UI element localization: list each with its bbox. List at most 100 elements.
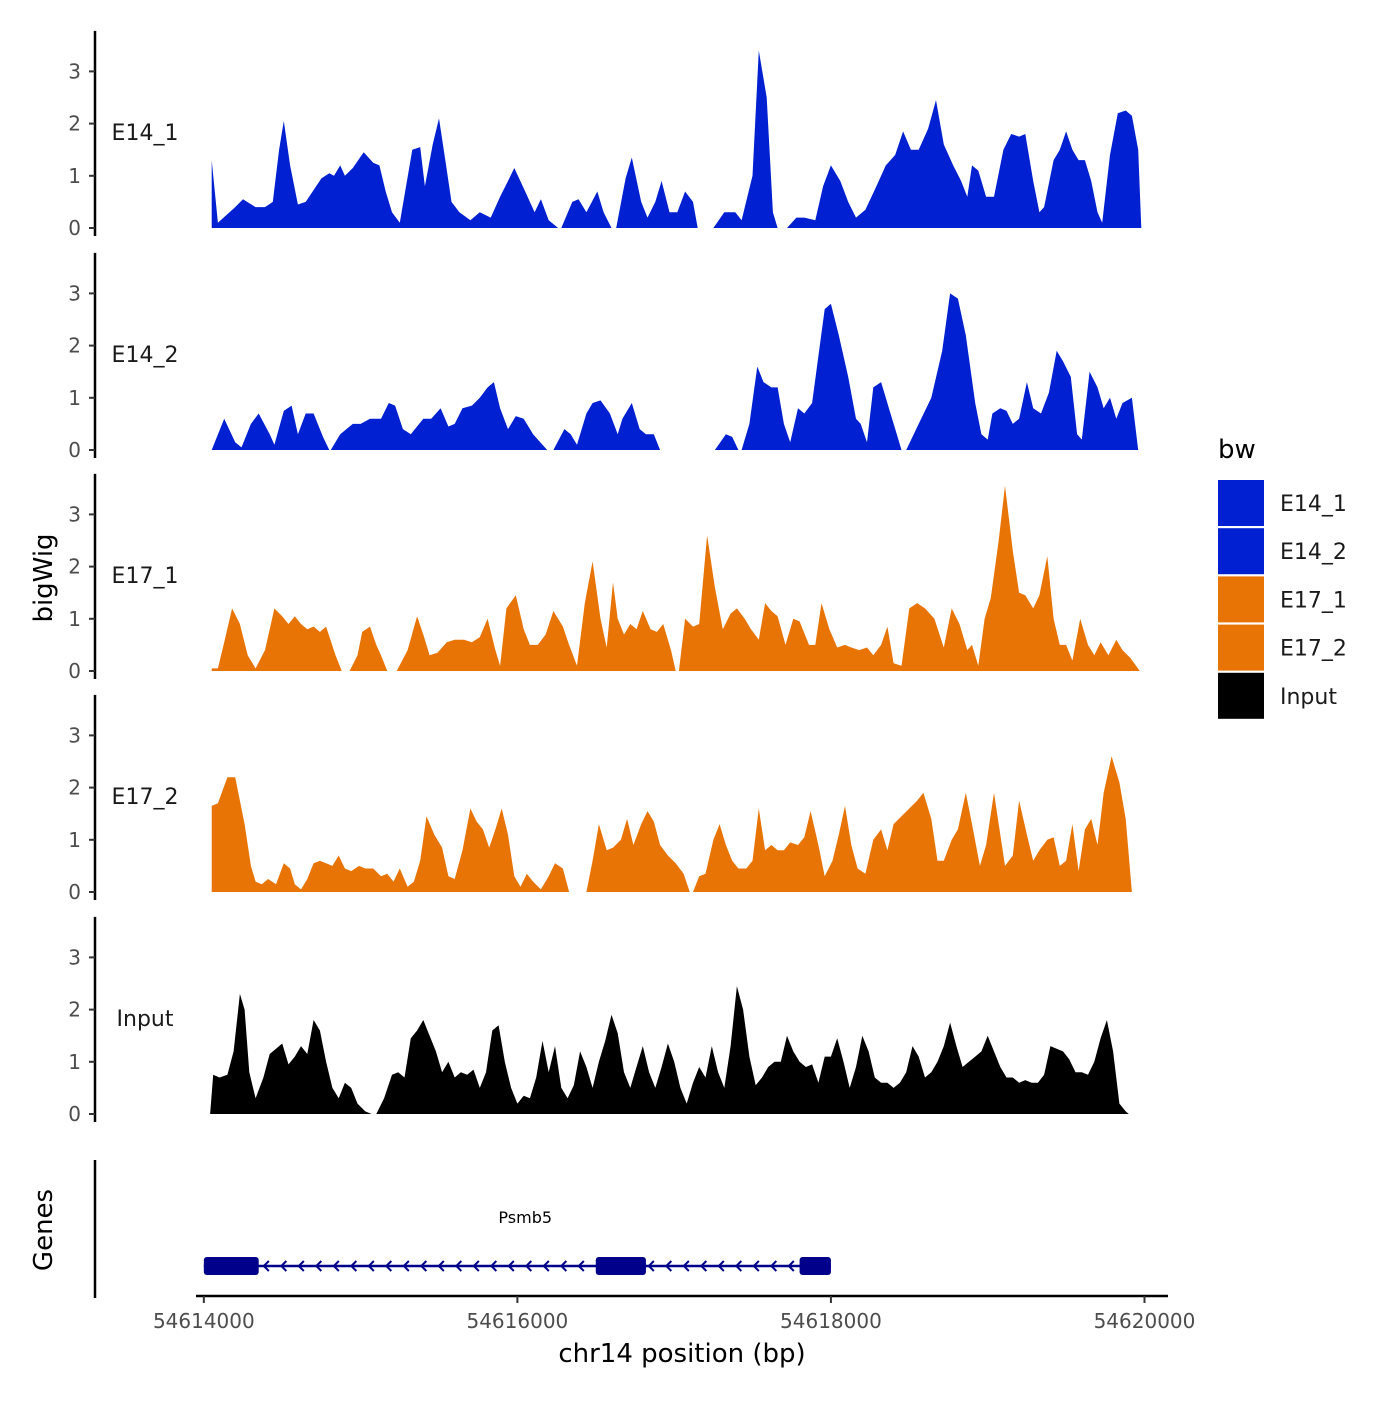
area-E17_1 (349, 626, 388, 671)
legend-swatch-Input (1218, 672, 1264, 719)
y-tick-label: 0 (68, 216, 81, 240)
area-E14_2 (330, 382, 548, 450)
strand-arrow (734, 1260, 743, 1272)
area-Input (376, 986, 1129, 1114)
genes-axis-title: Genes (29, 1189, 59, 1271)
area-E14_1 (787, 100, 1142, 228)
legend-swatch-E17_1 (1218, 576, 1264, 623)
strand-arrow (489, 1260, 498, 1272)
y-tick-label: 2 (68, 998, 81, 1022)
gene-exon (595, 1257, 646, 1275)
strand-arrow (699, 1260, 708, 1272)
x-tick-label: 54620000 (1094, 1309, 1196, 1333)
y-tick-label: 1 (68, 828, 81, 852)
strand-arrow (402, 1260, 410, 1272)
strand-arrow (664, 1260, 673, 1272)
legend: bw E14_1 E14_2 E17_1 E17_2 Input (1218, 435, 1347, 719)
area-E14_2 (741, 303, 902, 450)
strand-arrow (349, 1260, 358, 1272)
strand-arrow (454, 1260, 463, 1272)
y-tick-label: 0 (68, 438, 81, 462)
track-Input: 0 1 2 3 Input (68, 916, 1129, 1126)
area-E17_1 (396, 561, 676, 671)
y-tick-label: 0 (68, 659, 81, 683)
y-tick-label: 1 (68, 386, 81, 410)
y-tick-label: 3 (68, 59, 81, 83)
x-tick-label: 54618000 (780, 1309, 882, 1333)
gene-track-group: Psmb5 (93, 1160, 831, 1298)
area-E14_2 (714, 434, 739, 450)
y-tick-label: 3 (68, 945, 81, 969)
strand-arrow (384, 1260, 393, 1272)
legend-swatch-E17_2 (1218, 624, 1264, 671)
area-E14_1 (211, 118, 559, 228)
legend-label-E17_2: E17_2 (1280, 637, 1347, 662)
y-tick-label: 0 (68, 880, 81, 904)
strand-arrow (787, 1260, 795, 1272)
y-tick-label: 3 (68, 281, 81, 305)
legend-label-Input: Input (1280, 685, 1337, 710)
area-Input (210, 993, 372, 1114)
x-axis-title: chr14 position (bp) (558, 1339, 805, 1369)
legend-swatch-E14_2 (1218, 528, 1264, 575)
area-E14_1 (616, 157, 698, 228)
strand-arrow (524, 1260, 533, 1272)
y-tick-label: 2 (68, 776, 81, 800)
legend-label-E14_1: E14_1 (1280, 492, 1347, 517)
gene-name-label: Psmb5 (498, 1208, 552, 1227)
strand-arrow (419, 1260, 428, 1272)
x-tick-label: 54614000 (153, 1309, 255, 1333)
track-label: E14_1 (112, 121, 179, 146)
y-axis-title: bigWig (29, 533, 59, 622)
strand-arrow (314, 1260, 323, 1272)
track-label: E17_1 (112, 564, 179, 589)
area-E14_1 (561, 191, 612, 228)
area-E17_1 (678, 485, 1140, 671)
strand-arrow (647, 1260, 655, 1272)
strand-arrow (769, 1260, 778, 1272)
y-tick-label: 2 (68, 112, 81, 136)
area-E17_2 (586, 811, 690, 892)
y-tick-label: 2 (68, 334, 81, 358)
strand-arrow (332, 1260, 340, 1272)
x-axis: 54614000 54616000 54618000 54620000 (153, 1294, 1196, 1333)
track-label: E14_2 (112, 343, 179, 368)
track-E17_2: 0 1 2 3 E17_2 (68, 694, 1132, 904)
legend-label-E14_2: E14_2 (1280, 540, 1347, 565)
strand-arrow (297, 1260, 305, 1272)
area-E14_2 (553, 400, 661, 450)
y-tick-label: 1 (68, 1050, 81, 1074)
y-tick-label: 0 (68, 1102, 81, 1126)
legend-title: bw (1218, 435, 1256, 465)
gene-exon (799, 1257, 831, 1275)
strand-arrow (752, 1260, 760, 1272)
track-E14_1: 0 1 2 3 E14_1 (68, 30, 1142, 240)
strand-arrow (682, 1260, 690, 1272)
area-E17_2 (693, 756, 1132, 892)
strand-arrow (262, 1260, 270, 1272)
strand-arrow (472, 1260, 480, 1272)
y-tick-label: 1 (68, 164, 81, 188)
area-E14_2 (906, 293, 1139, 450)
y-tick-label: 1 (68, 607, 81, 631)
area-E14_2 (211, 405, 330, 450)
area-E14_1 (713, 50, 778, 228)
strand-arrow (559, 1260, 568, 1272)
strand-arrow (367, 1260, 375, 1272)
track-E14_2: 0 1 2 3 E14_2 (68, 252, 1139, 462)
strand-arrow (279, 1260, 288, 1272)
gene-exon (203, 1257, 259, 1275)
strand-arrow (507, 1260, 515, 1272)
y-tick-label: 3 (68, 723, 81, 747)
strand-arrow (542, 1260, 550, 1272)
legend-swatch-E14_1 (1218, 480, 1264, 526)
legend-label-E17_1: E17_1 (1280, 588, 1347, 613)
strand-arrow (437, 1260, 445, 1272)
track-label: Input (117, 1007, 174, 1032)
y-tick-label: 3 (68, 502, 81, 526)
x-tick-label: 54616000 (466, 1309, 568, 1333)
area-E17_2 (211, 777, 570, 892)
area-E17_1 (211, 608, 342, 671)
y-tick-label: 2 (68, 555, 81, 579)
